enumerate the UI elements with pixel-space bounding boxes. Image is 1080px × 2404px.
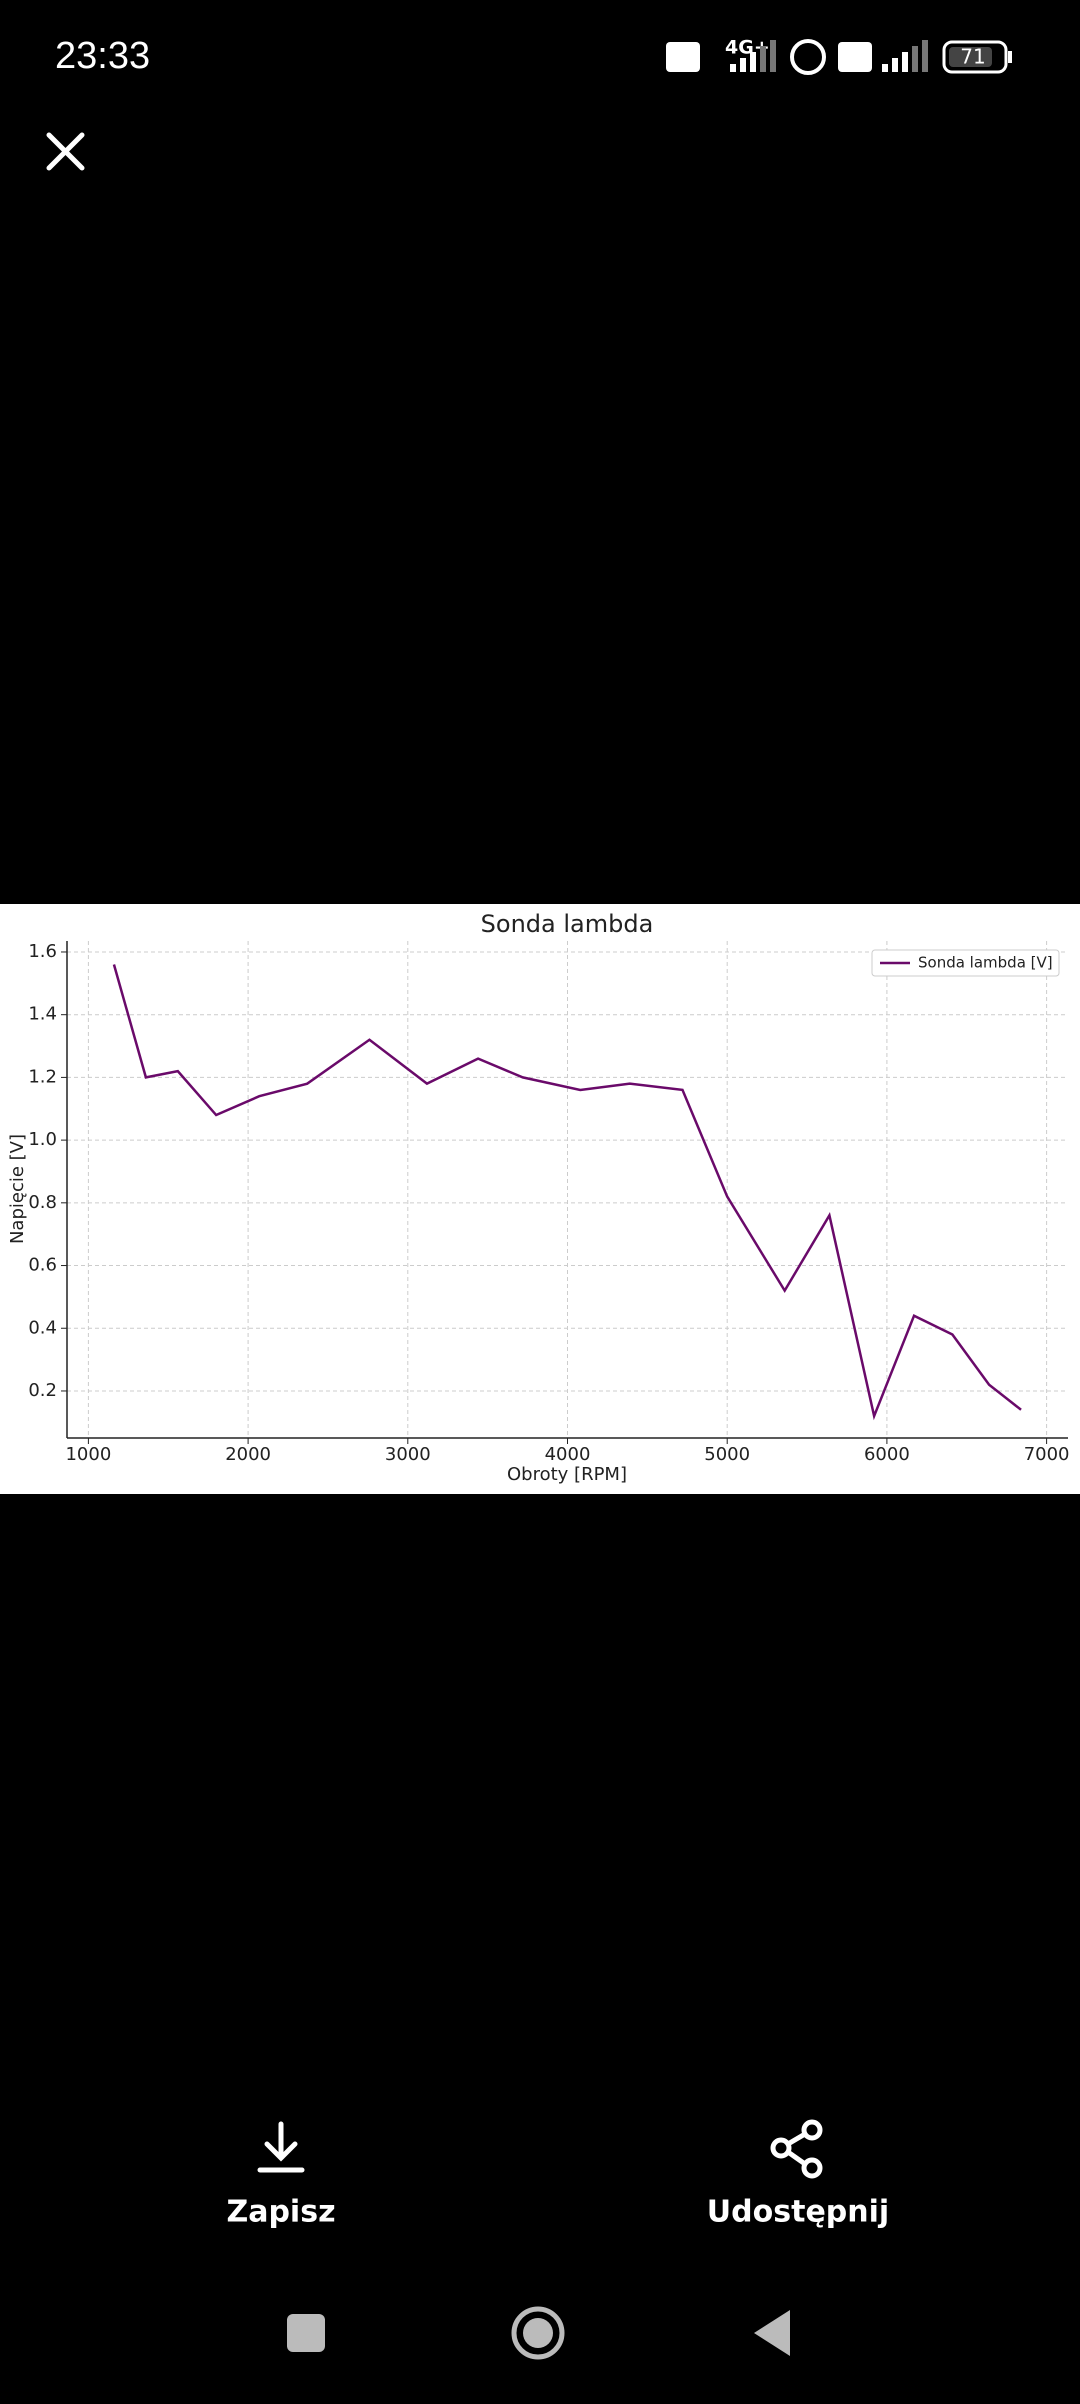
legend-box [871,949,1060,977]
signal-bar [730,64,736,72]
chart: Sonda lambda Obroty [RPM] Napięcie [V] 0… [0,904,1080,1494]
y-tick-label: 0.4 [28,1317,57,1338]
battery-level [949,47,992,67]
status-time: 23:33 [55,35,150,77]
y-tick-label: 0.2 [28,1380,57,1401]
nav-recents[interactable] [287,2314,325,2352]
legend-label: Sonda lambda [V] [918,954,1053,972]
close-button[interactable] [46,132,85,171]
share-button[interactable] [770,2119,823,2179]
signal-bar [922,40,928,72]
y-tick-label: 1.6 [28,941,57,962]
signal-bar [912,46,918,72]
x-tick-label: 4000 [545,1444,591,1465]
x-tick-label: 2000 [225,1444,271,1465]
x-tick-label: 1000 [65,1444,111,1465]
chart-background [0,904,1080,1494]
y-tick-label: 0.8 [28,1192,57,1213]
x-tick-label: 5000 [704,1444,750,1465]
battery-percent: 71 [960,45,985,69]
status-icons: 4G+ 71 [666,37,1012,75]
save-label[interactable]: Zapisz [226,2195,335,2230]
y-tick-label: 1.0 [28,1129,57,1150]
y-tick-label: 0.6 [28,1255,57,1276]
y-axis-label: Napięcie [V] [7,1134,28,1244]
chart-title: Sonda lambda [481,910,654,938]
nav-back[interactable] [754,2310,790,2356]
signal-bar [892,58,898,72]
nav-home[interactable] [511,2306,565,2360]
share-label[interactable]: Udostępnij [707,2195,889,2230]
x-tick-label: 7000 [1024,1444,1070,1465]
signal-bar [902,52,908,72]
battery-tip [1008,51,1012,63]
data-line [112,964,1022,1421]
network-type: 4G+ [725,37,770,59]
volte-icon [838,42,872,72]
signal-bar [750,52,756,72]
nav-home-dot [523,2318,553,2348]
y-tick-label: 1.2 [28,1066,57,1087]
signal-bar [770,40,776,72]
battery-outline [942,40,1008,74]
signal-bar [740,58,746,72]
signal-bar [760,46,766,72]
volte-icon [666,42,700,72]
x-axis-label: Obroty [RPM] [507,1464,627,1485]
signal-bar [882,64,888,72]
y-tick-label: 1.4 [28,1004,57,1025]
save-button[interactable] [257,2121,305,2173]
x-tick-label: 3000 [385,1444,431,1465]
x-tick-label: 6000 [864,1444,910,1465]
roaming-icon [790,39,826,75]
